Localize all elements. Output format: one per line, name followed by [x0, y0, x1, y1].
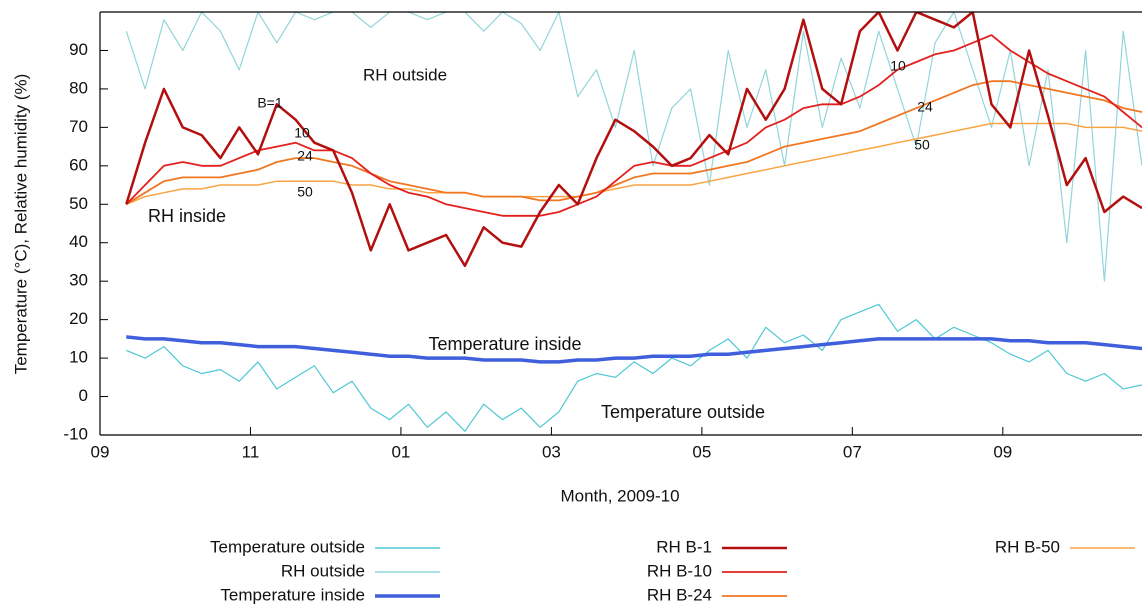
y-tick-label: 0: [79, 386, 88, 405]
legend-label: RH B-10: [647, 561, 712, 580]
annotation: 10: [294, 125, 310, 141]
y-tick-label: 40: [69, 232, 88, 251]
annotation: 50: [914, 137, 930, 153]
y-tick-label: 60: [69, 155, 88, 174]
legend-label: Temperature inside: [220, 585, 365, 604]
y-tick-label: 20: [69, 309, 88, 328]
x-tick-label: 03: [542, 442, 561, 461]
x-axis-label: Month, 2009-10: [560, 486, 679, 505]
y-axis-label: Temperature (°C), Relative humidity (%): [11, 74, 30, 375]
annotation: B=1: [257, 95, 283, 111]
annotation: 24: [297, 148, 313, 164]
series-line: [125, 34, 1142, 217]
annotation: RH outside: [363, 65, 447, 84]
y-tick-label: 30: [69, 271, 88, 290]
series-line: [126, 122, 1142, 205]
annotation: Temperature inside: [428, 334, 581, 354]
legend-label: Temperature outside: [210, 537, 365, 556]
x-tick-label: 07: [843, 442, 862, 461]
y-tick-label: 70: [69, 117, 88, 136]
y-tick-label: 80: [69, 78, 88, 97]
annotation: 10: [890, 58, 906, 74]
series-line: [125, 12, 1142, 268]
y-tick-label: 50: [69, 194, 88, 213]
legend-label: RH B-1: [656, 537, 712, 556]
series-line: [126, 335, 1142, 364]
y-tick-label: -10: [63, 424, 88, 443]
series-line: [125, 12, 1142, 282]
annotation: RH inside: [148, 206, 226, 226]
legend-label: RH B-24: [647, 585, 712, 604]
x-tick-label: 01: [391, 442, 410, 461]
annotation: 24: [917, 99, 933, 115]
y-tick-label: 90: [69, 40, 88, 59]
x-tick-label: 11: [242, 442, 260, 461]
x-tick-label: 09: [91, 442, 110, 461]
legend-label: RH B-50: [995, 537, 1060, 556]
annotation: 50: [297, 184, 313, 200]
legend-label: RH outside: [281, 561, 365, 580]
series-line: [125, 80, 1142, 206]
x-tick-label: 05: [692, 442, 711, 461]
x-tick-label: 09: [993, 442, 1012, 461]
series-line: [126, 303, 1142, 432]
y-tick-label: 10: [69, 348, 88, 367]
annotation: Temperature outside: [601, 402, 765, 422]
plot-area: [125, 12, 1142, 432]
